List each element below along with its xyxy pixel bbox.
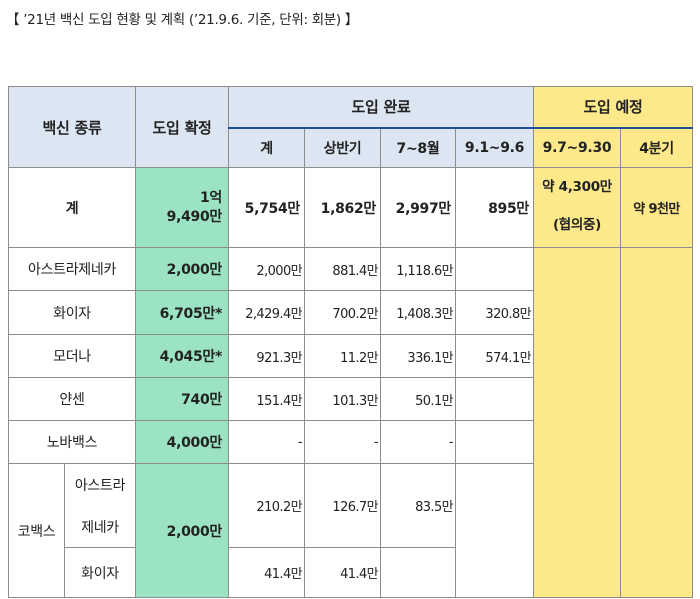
row-name: 아스트라제네카 bbox=[8, 247, 136, 291]
page-title: 【 ’21년 백신 도입 현황 및 계획 (’21.9.6. 기준, 단위: 회… bbox=[6, 12, 359, 28]
covax-label: 코백스 bbox=[8, 463, 65, 598]
row-h1: 101.3만 bbox=[304, 377, 381, 421]
header-planned: 도입 예정 bbox=[533, 86, 693, 129]
covax-confirmed: 2,000만 bbox=[135, 463, 229, 598]
covax-row-h1: 126.7만 bbox=[304, 463, 381, 548]
row-confirmed: 2,000만 bbox=[135, 247, 229, 291]
row-jul-aug: 50.1만 bbox=[380, 377, 456, 421]
row-h1: 700.2만 bbox=[304, 290, 381, 335]
row-total: 921.3만 bbox=[228, 334, 305, 378]
row-confirmed: 740만 bbox=[135, 377, 229, 421]
header-q4: 4분기 bbox=[620, 127, 693, 168]
row-name: 모더나 bbox=[8, 334, 136, 378]
header-completed-total: 계 bbox=[228, 127, 305, 168]
total-sep7-30: 약 4,300만 (협의중) bbox=[533, 167, 621, 248]
header-vaccine-type: 백신 종류 bbox=[8, 86, 136, 168]
header-h1: 상반기 bbox=[304, 127, 381, 168]
header-jul-aug: 7~8월 bbox=[380, 127, 456, 168]
row-name: 노바백스 bbox=[8, 420, 136, 464]
total-label: 계 bbox=[8, 167, 136, 248]
row-sep1-6: 574.1만 bbox=[455, 334, 534, 378]
row-sep1-6 bbox=[455, 247, 534, 291]
total-confirmed: 1억 9,490만 bbox=[135, 167, 229, 248]
row-total: 2,000만 bbox=[228, 247, 305, 291]
total-sep7-30-line1: 약 4,300만 bbox=[542, 178, 612, 195]
row-h1: 11.2만 bbox=[304, 334, 381, 378]
row-confirmed: 6,705만* bbox=[135, 290, 229, 335]
covax-row-h1: 41.4만 bbox=[304, 547, 381, 598]
row-sep1-6: 320.8만 bbox=[455, 290, 534, 335]
total-h1: 1,862만 bbox=[304, 167, 381, 248]
total-sep7-30-line2: (협의중) bbox=[552, 216, 602, 233]
row-jul-aug: 1,118.6만 bbox=[380, 247, 456, 291]
covax-sub-name: 아스트라 제네카 bbox=[64, 463, 136, 548]
covax-row-jul-aug bbox=[380, 547, 456, 598]
total-jul-aug: 2,997만 bbox=[380, 167, 456, 248]
row-total: 2,429.4만 bbox=[228, 290, 305, 335]
row-name: 화이자 bbox=[8, 290, 136, 335]
covax-row-total: 210.2만 bbox=[228, 463, 305, 548]
covax-row-jul-aug: 83.5만 bbox=[380, 463, 456, 548]
row-sep1-6 bbox=[455, 420, 534, 464]
covax-sub-name-line2: 제네카 bbox=[81, 519, 119, 536]
covax-sub-name-line1: 아스트라 bbox=[74, 477, 126, 494]
header-sep7-30: 9.7~9.30 bbox=[533, 127, 621, 168]
row-confirmed: 4,045만* bbox=[135, 334, 229, 378]
covax-row-sep1-6 bbox=[455, 463, 534, 598]
row-jul-aug: 1,408.3만 bbox=[380, 290, 456, 335]
row-jul-aug: - bbox=[380, 420, 456, 464]
covax-row-total: 41.4만 bbox=[228, 547, 305, 598]
row-jul-aug: 336.1만 bbox=[380, 334, 456, 378]
vaccine-table: 백신 종류 도입 확정 도입 완료 도입 예정 계 상반기 7~8월 9.1~9… bbox=[8, 86, 693, 598]
header-completed: 도입 완료 bbox=[228, 86, 534, 129]
planned-sep7-30-fill bbox=[533, 247, 621, 598]
header-confirmed: 도입 확정 bbox=[135, 86, 229, 168]
covax-sub-name: 화이자 bbox=[64, 547, 136, 598]
total-completed: 5,754만 bbox=[228, 167, 305, 248]
total-q4: 약 9천만 bbox=[620, 167, 693, 248]
row-name: 얀센 bbox=[8, 377, 136, 421]
total-confirmed-line2: 9,490만 bbox=[166, 208, 223, 225]
row-sep1-6 bbox=[455, 377, 534, 421]
row-total: - bbox=[228, 420, 305, 464]
header-sep1-6: 9.1~9.6 bbox=[455, 127, 534, 168]
row-total: 151.4만 bbox=[228, 377, 305, 421]
row-h1: 881.4만 bbox=[304, 247, 381, 291]
total-confirmed-line1: 1억 bbox=[199, 189, 222, 206]
planned-q4-fill bbox=[620, 247, 693, 598]
row-h1: - bbox=[304, 420, 381, 464]
row-confirmed: 4,000만 bbox=[135, 420, 229, 464]
total-sep1-6: 895만 bbox=[455, 167, 534, 248]
